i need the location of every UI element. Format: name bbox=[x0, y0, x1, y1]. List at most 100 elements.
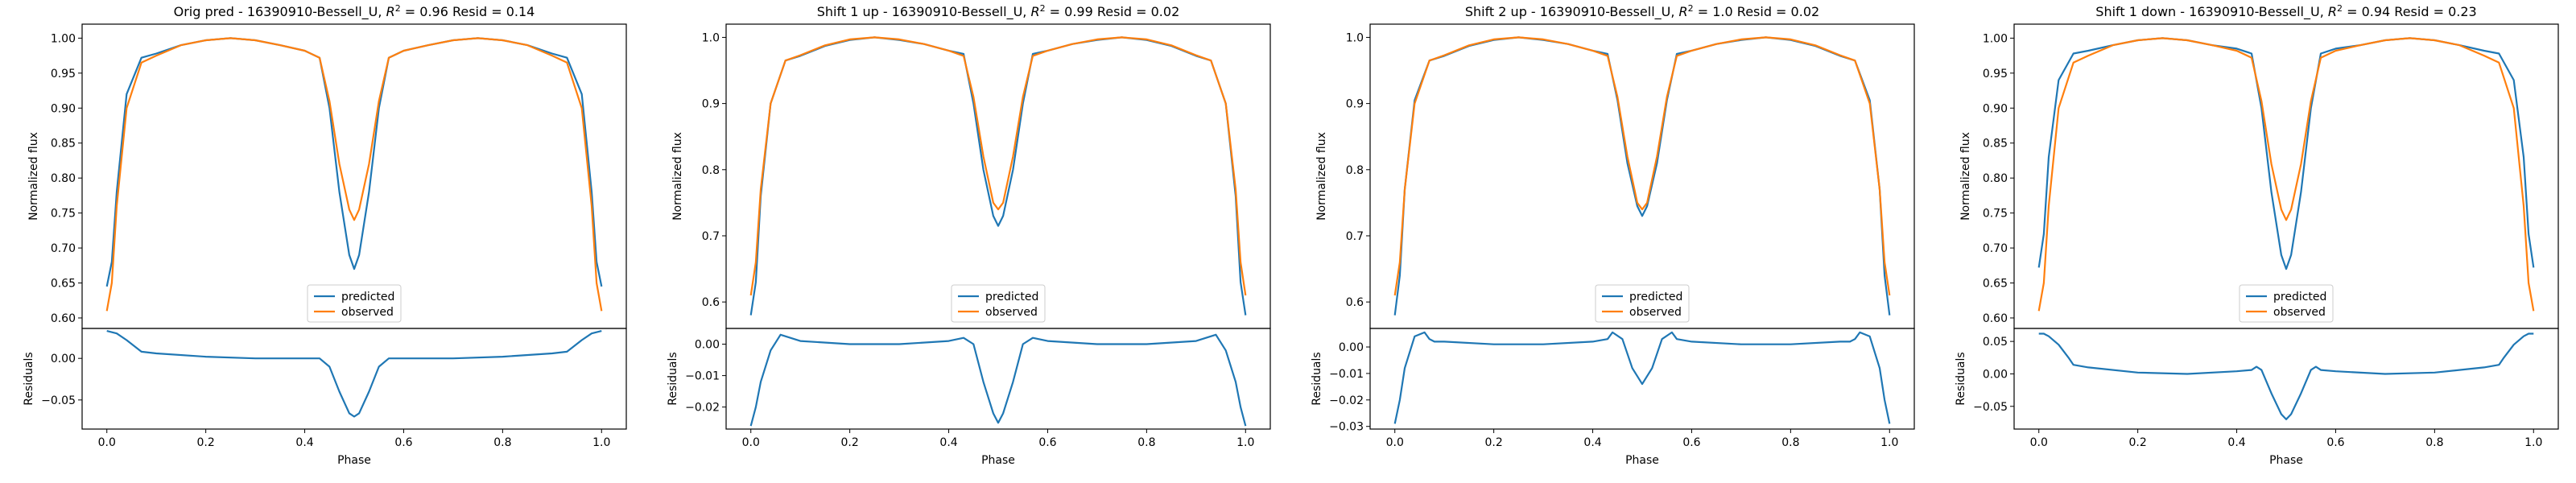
residual-y-axis-label: Residuals bbox=[667, 352, 679, 405]
y-axis-label: Normalized flux bbox=[1315, 132, 1328, 221]
chart-title-r2-value: 0.99 bbox=[1064, 4, 1093, 19]
y-tick-label: 0.60 bbox=[51, 312, 76, 325]
x-tick-label: 0.4 bbox=[1583, 436, 1601, 449]
residual-axes-frame bbox=[725, 328, 1271, 430]
y-axis-label: Normalized flux bbox=[1959, 132, 1972, 221]
residual-y-tick-label: 0.00 bbox=[1983, 368, 2008, 381]
x-tick-label: 0.8 bbox=[1137, 436, 1155, 449]
legend-label-predicted: predicted bbox=[341, 291, 394, 303]
residual-y-tick-label: 0.00 bbox=[1339, 341, 1364, 354]
y-tick-label: 0.60 bbox=[1983, 312, 2008, 325]
y-tick-label: 0.75 bbox=[51, 208, 76, 221]
residual-y-tick-label: −0.03 bbox=[1329, 421, 1364, 434]
x-tick-label: 0.0 bbox=[98, 436, 116, 449]
x-tick-label: 0.8 bbox=[2425, 436, 2443, 449]
x-axis-label: Phase bbox=[2269, 454, 2303, 467]
chart-title-r2-equals: = bbox=[1046, 4, 1065, 19]
x-axis-label: Phase bbox=[337, 454, 371, 467]
chart-title-r2-value: 0.94 bbox=[2362, 4, 2391, 19]
x-tick-label: 0.6 bbox=[1682, 436, 1700, 449]
y-tick-label: 0.95 bbox=[1983, 68, 2008, 80]
residual-y-axis-label: Residuals bbox=[1955, 352, 1967, 405]
y-tick-label: 0.70 bbox=[51, 242, 76, 255]
y-tick-label: 0.75 bbox=[1983, 208, 2008, 221]
y-tick-label: 0.7 bbox=[1346, 230, 1364, 243]
y-tick-label: 1.0 bbox=[702, 31, 720, 44]
x-tick-label: 0.8 bbox=[1781, 436, 1799, 449]
residual-y-tick-label: 0.00 bbox=[51, 353, 76, 365]
x-tick-label: 0.4 bbox=[295, 436, 313, 449]
legend-label-predicted: predicted bbox=[2273, 291, 2326, 303]
y-tick-label: 0.65 bbox=[51, 278, 76, 291]
chart-title-r2-equals: = bbox=[2343, 4, 2362, 19]
residual-axes-frame bbox=[81, 328, 627, 430]
y-tick-label: 1.00 bbox=[1983, 32, 2008, 45]
x-tick-label: 1.0 bbox=[2524, 436, 2542, 449]
residual-y-tick-label: −0.01 bbox=[685, 370, 720, 383]
y-tick-label: 0.8 bbox=[1346, 164, 1364, 177]
y-tick-label: 0.80 bbox=[1983, 172, 2008, 185]
chart-title: Orig pred - 16390910-Bessell_U, R2 = 0.9… bbox=[174, 3, 535, 20]
x-axis-label: Phase bbox=[981, 454, 1015, 467]
chart-title-r2-equals: = bbox=[1694, 4, 1713, 19]
y-axis-label: Normalized flux bbox=[671, 132, 684, 221]
chart-title-prefix: Shift 1 down - 16390910-Bessell_U, bbox=[2095, 4, 2328, 20]
chart-title: Shift 1 down - 16390910-Bessell_U, R2 = … bbox=[2095, 3, 2476, 20]
chart-title: Shift 2 up - 16390910-Bessell_U, R2 = 1.… bbox=[1465, 3, 1819, 20]
y-tick-label: 0.90 bbox=[1983, 102, 2008, 115]
y-tick-label: 0.6 bbox=[702, 296, 720, 309]
residual-y-tick-label: 0.05 bbox=[1983, 336, 2008, 349]
x-tick-label: 0.4 bbox=[939, 436, 957, 449]
residual-line bbox=[1393, 331, 1891, 424]
y-tick-label: 0.70 bbox=[1983, 242, 2008, 255]
legend-label-observed: observed bbox=[341, 306, 394, 319]
x-tick-label: 1.0 bbox=[1236, 436, 1254, 449]
legend-label-predicted: predicted bbox=[985, 291, 1038, 303]
x-tick-label: 0.6 bbox=[1038, 436, 1056, 449]
series-line-observed bbox=[749, 36, 1247, 296]
x-tick-label: 0.2 bbox=[2129, 436, 2147, 449]
legend-box bbox=[1595, 284, 1690, 323]
chart-title-suffix: Resid = 0.14 bbox=[448, 4, 535, 19]
chart-title-prefix: Orig pred - 16390910-Bessell_U, bbox=[174, 4, 386, 20]
chart-title-r2-equals: = bbox=[401, 4, 420, 19]
y-tick-label: 1.00 bbox=[51, 32, 76, 45]
series-line-predicted bbox=[2037, 37, 2535, 270]
residual-axes-frame bbox=[1369, 328, 1915, 430]
y-tick-label: 0.80 bbox=[51, 172, 76, 185]
x-tick-label: 0.6 bbox=[2326, 436, 2344, 449]
y-tick-label: 0.9 bbox=[1346, 98, 1364, 111]
chart-title-prefix: Shift 1 up - 16390910-Bessell_U, bbox=[817, 4, 1031, 20]
chart-title-r2-exponent: 2 bbox=[395, 3, 401, 14]
chart-title-r2-exponent: 2 bbox=[1688, 3, 1694, 14]
chart-title-r2-exponent: 2 bbox=[1040, 3, 1046, 14]
residual-y-tick-label: −0.01 bbox=[1329, 368, 1364, 381]
x-tick-label: 0.2 bbox=[197, 436, 215, 449]
residual-y-tick-label: −0.02 bbox=[1329, 394, 1364, 407]
chart-title-suffix: Resid = 0.02 bbox=[1733, 4, 1819, 19]
x-tick-label: 1.0 bbox=[592, 436, 610, 449]
chart-title-r2-symbol: R bbox=[1030, 4, 1039, 19]
residual-line bbox=[2038, 332, 2534, 421]
x-tick-label: 0.0 bbox=[1386, 436, 1404, 449]
chart-title-suffix: Resid = 0.02 bbox=[1093, 4, 1179, 19]
chart-title-r2-symbol: R bbox=[1679, 4, 1688, 19]
y-tick-label: 0.8 bbox=[702, 164, 720, 177]
residual-axes-frame bbox=[2013, 328, 2559, 430]
chart-panel-1: Shift 1 up - 16390910-Bessell_U, R2 = 0.… bbox=[667, 3, 1271, 467]
legend-label-observed: observed bbox=[1629, 306, 1682, 319]
legend-box bbox=[2239, 284, 2334, 323]
chart-title-r2-symbol: R bbox=[2328, 4, 2337, 19]
x-tick-label: 0.6 bbox=[394, 436, 412, 449]
x-tick-label: 0.8 bbox=[493, 436, 511, 449]
residual-y-tick-label: −0.02 bbox=[685, 402, 720, 415]
chart-title-r2-symbol: R bbox=[386, 4, 395, 19]
x-tick-label: 0.2 bbox=[841, 436, 859, 449]
y-tick-label: 1.0 bbox=[1346, 31, 1364, 44]
residual-y-tick-label: 0.00 bbox=[695, 339, 720, 352]
chart-panel-3: Shift 1 down - 16390910-Bessell_U, R2 = … bbox=[1955, 3, 2559, 467]
y-tick-label: 0.6 bbox=[1346, 296, 1364, 309]
residual-y-tick-label: −0.05 bbox=[41, 394, 76, 407]
